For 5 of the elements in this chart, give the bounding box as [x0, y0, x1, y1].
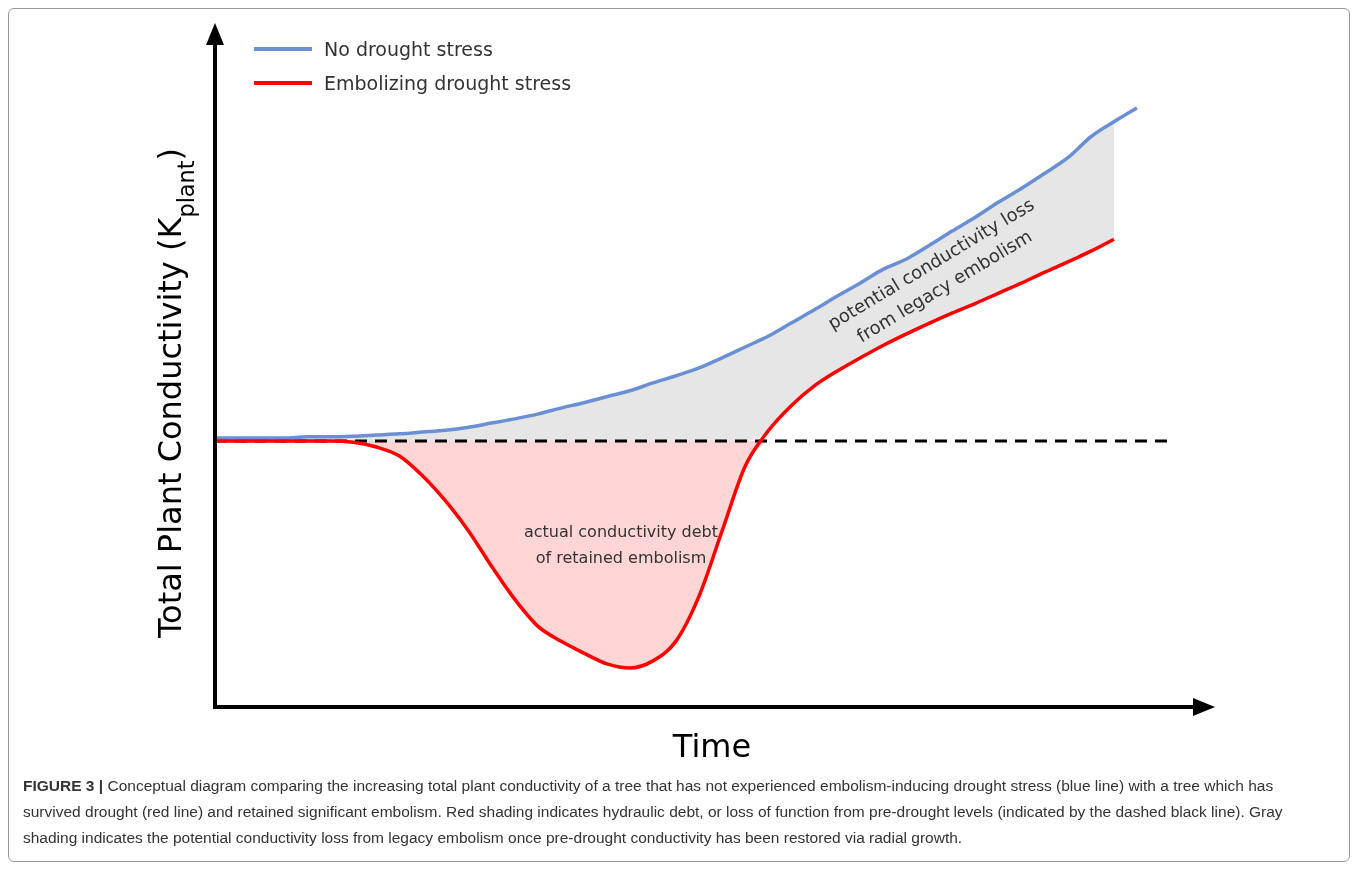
- x-axis-title: Time: [671, 727, 752, 765]
- annotation: actual conductivity debt of retained embolism: [523, 522, 719, 567]
- legend-label: No drought stress: [324, 38, 493, 60]
- caption: FIGURE 3 | Conceptual diagram comparing the increasing total plant conductivity of a tree that has not experienced embolism-inducing drought stress (blue line) with a tree which has survived drought (red line) and retained significant embolism. Red shading indicates hydraulic debt, or loss of function from pre-drought levels (indicated by the dashed black line). Gray shading indicates the potential conductivity loss from legacy embolism once pre-drought conductivity has been restored via radial growth.: [22, 776, 1284, 848]
- legend-label: Embolizing drought stress: [324, 72, 572, 94]
